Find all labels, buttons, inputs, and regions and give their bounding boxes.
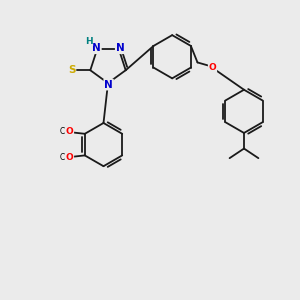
- Text: N: N: [92, 43, 101, 53]
- Text: O: O: [66, 153, 74, 162]
- Text: N: N: [104, 80, 113, 90]
- Text: CH₃: CH₃: [59, 153, 74, 162]
- Text: O: O: [66, 127, 74, 136]
- Text: O: O: [208, 63, 216, 72]
- Text: N: N: [116, 43, 124, 53]
- Text: S: S: [68, 65, 76, 75]
- Text: H: H: [85, 37, 92, 46]
- Text: CH₃: CH₃: [59, 128, 74, 136]
